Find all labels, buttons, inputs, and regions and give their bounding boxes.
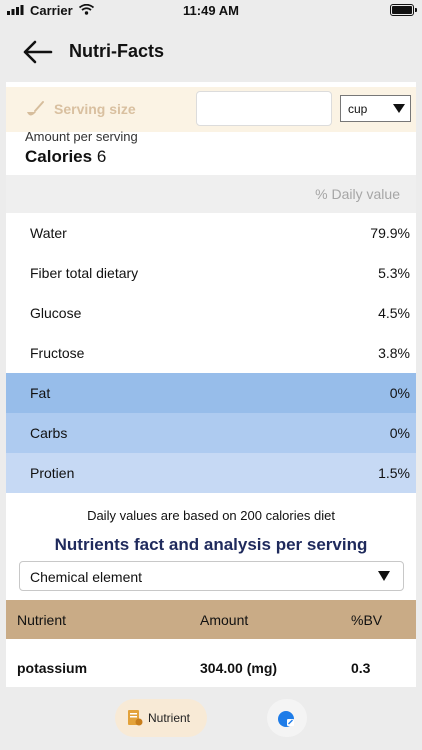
carrier-label: Carrier xyxy=(30,3,73,18)
nutrient-value: 0% xyxy=(389,385,410,401)
nutrient-row-water: Water 79.9% xyxy=(6,213,416,253)
daily-value-header-label: % Daily value xyxy=(315,186,400,202)
document-icon xyxy=(127,709,143,732)
tab-edit[interactable] xyxy=(267,699,307,737)
nutrient-value: 4.5% xyxy=(378,305,410,321)
status-time: 11:49 AM xyxy=(183,3,239,18)
nutrient-value: 1.5% xyxy=(378,465,410,481)
nutrient-name: Fructose xyxy=(30,345,85,361)
tab-nutrient-label: Nutrient xyxy=(148,711,191,725)
nutrient-name: Fat xyxy=(30,385,51,401)
amount-per-serving-label: Amount per serving xyxy=(25,129,138,144)
status-left: Carrier xyxy=(7,3,94,18)
nutrient-row-carbs: Carbs 0% xyxy=(6,413,416,453)
element-type-select[interactable]: Chemical element xyxy=(19,561,404,591)
daily-value-header: % Daily value xyxy=(6,175,416,213)
daily-value-note: Daily values are based on 200 calories d… xyxy=(87,508,335,523)
page-title: Nutri-Facts xyxy=(69,41,165,61)
nutrient-value: 3.8% xyxy=(378,345,410,361)
ladle-icon xyxy=(25,100,45,120)
navigation-bar: Nutri-Facts xyxy=(0,22,422,82)
unit-select[interactable]: cup xyxy=(340,95,411,122)
nutrient-row-protein: Protien 1.5% xyxy=(6,453,416,493)
tab-nutrient[interactable]: Nutrient xyxy=(115,699,207,737)
cell-amount: 304.00 (mg) xyxy=(200,660,278,676)
nutrition-panel: Serving size cup Amount per serving Calo… xyxy=(6,82,416,687)
nutrient-name: Protien xyxy=(30,465,75,481)
calories-label: Calories xyxy=(25,147,93,166)
edit-icon xyxy=(276,708,298,733)
nutrient-row-glucose: Glucose 4.5% xyxy=(6,293,416,333)
back-arrow-icon[interactable] xyxy=(22,38,54,66)
nutrient-row-fructose: Fructose 3.8% xyxy=(6,333,416,373)
cell-nutrient: potassium xyxy=(17,660,88,676)
caret-down-icon xyxy=(378,571,390,581)
calories-line: Calories 6 xyxy=(25,147,106,167)
element-type-select-value: Chemical element xyxy=(30,569,143,585)
table-row: potassium 304.00 (mg) 0.3 xyxy=(6,648,416,686)
unit-select-value: cup xyxy=(348,102,368,116)
nutrient-name: Carbs xyxy=(30,425,68,441)
column-header-nutrient: Nutrient xyxy=(17,612,67,628)
analysis-title: Nutrients fact and analysis per serving xyxy=(54,535,368,554)
status-bar: Carrier 11:49 AM xyxy=(0,0,422,22)
nutrient-name: Water xyxy=(30,225,67,241)
nutrient-row-fat: Fat 0% xyxy=(6,373,416,413)
nutrient-value: 0% xyxy=(389,425,410,441)
column-header-bv: %BV xyxy=(351,612,383,628)
column-header-amount: Amount xyxy=(200,612,249,628)
nutrient-row-fiber: Fiber total dietary 5.3% xyxy=(6,253,416,293)
nutrient-name: Fiber total dietary xyxy=(30,265,139,281)
nutrient-name: Glucose xyxy=(30,305,82,321)
wifi-icon xyxy=(78,3,94,18)
serving-size-row: Serving size cup xyxy=(6,87,416,132)
serving-size-label: Serving size xyxy=(54,101,136,117)
serving-size-input[interactable] xyxy=(196,91,332,126)
caret-down-icon xyxy=(393,104,405,113)
analysis-table-header: Nutrient Amount %BV xyxy=(6,600,416,639)
battery-icon xyxy=(390,4,417,16)
bottom-tab-bar: Nutrient xyxy=(0,687,422,750)
nutrient-value: 79.9% xyxy=(370,225,410,241)
signal-icon xyxy=(7,3,24,18)
nutrient-value: 5.3% xyxy=(378,265,410,281)
calories-value: 6 xyxy=(96,147,107,166)
cell-bv: 0.3 xyxy=(351,660,371,676)
